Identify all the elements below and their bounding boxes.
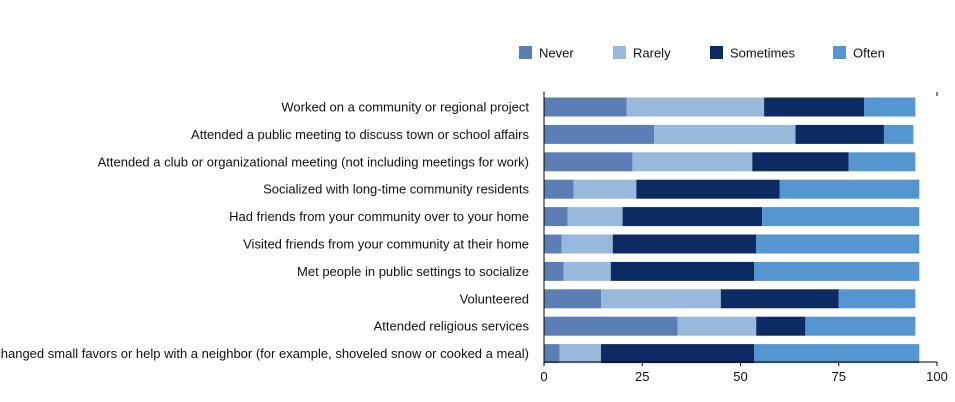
bar-segment-never	[544, 207, 568, 227]
bar-segment-often	[805, 316, 916, 336]
bar-segment-often	[756, 234, 920, 254]
bar-segment-rarely	[632, 152, 753, 172]
bar-segment-often	[838, 289, 916, 309]
bar-segment-sometimes	[720, 289, 839, 309]
bar-segment-sometimes	[600, 344, 755, 364]
legend-label-sometimes: Sometimes	[730, 46, 796, 61]
bar-segment-often	[864, 97, 916, 117]
legend-swatch-sometimes	[710, 46, 723, 59]
bar-segment-sometimes	[752, 152, 849, 172]
bar-segment-rarely	[563, 261, 611, 281]
bar-segment-often	[762, 207, 920, 227]
x-tick-label: 100	[926, 369, 948, 384]
bar-segment-sometimes	[795, 124, 884, 144]
category-label: Exchanged small favors or help with a ne…	[0, 346, 529, 361]
legend-label-often: Often	[853, 46, 885, 61]
bar-segment-rarely	[600, 289, 721, 309]
x-axis: 0 25 50 75 100	[540, 92, 948, 384]
bar-segment-sometimes	[764, 97, 865, 117]
bar-segment-never	[544, 344, 560, 364]
bar-segment-sometimes	[636, 179, 780, 199]
bar-segment-never	[544, 152, 633, 172]
bar-segment-never	[544, 289, 601, 309]
bar-segment-never	[544, 261, 564, 281]
bar-segment-rarely	[626, 97, 765, 117]
bar-segment-never	[544, 124, 655, 144]
category-label: Attended religious services	[374, 319, 530, 334]
bar-segment-rarely	[654, 124, 796, 144]
bar-segment-often	[779, 179, 920, 199]
x-tick-label: 25	[635, 369, 649, 384]
bar-segment-never	[544, 97, 627, 117]
category-label: Visited friends from your community at t…	[243, 237, 529, 252]
legend-label-rarely: Rarely	[633, 46, 671, 61]
category-label: Worked on a community or regional projec…	[281, 100, 529, 115]
category-label: Had friends from your community over to …	[229, 209, 529, 224]
bar-segment-never	[544, 316, 678, 336]
bars	[544, 97, 920, 364]
bar-segment-often	[883, 124, 914, 144]
x-tick-label: 50	[733, 369, 747, 384]
legend-swatch-never	[519, 46, 532, 59]
legend: Never Rarely Sometimes Often	[519, 46, 885, 61]
bar-segment-often	[754, 261, 920, 281]
bar-segment-rarely	[677, 316, 757, 336]
category-label: Met people in public settings to sociali…	[297, 264, 529, 279]
x-tick-label: 0	[540, 369, 547, 384]
category-label: Volunteered	[460, 291, 529, 306]
bar-segment-sometimes	[610, 261, 755, 281]
category-labels: Worked on a community or regional projec…	[0, 100, 529, 362]
legend-swatch-often	[833, 46, 846, 59]
bar-segment-rarely	[573, 179, 637, 199]
bar-segment-rarely	[559, 344, 601, 364]
bar-segment-sometimes	[756, 316, 806, 336]
category-label: Attended a club or organizational meetin…	[98, 154, 529, 169]
bar-segment-rarely	[567, 207, 623, 227]
bar-segment-never	[544, 179, 574, 199]
category-label: Socialized with long-time community resi…	[263, 182, 529, 197]
bar-segment-rarely	[561, 234, 613, 254]
bar-segment-often	[848, 152, 916, 172]
x-tick-label: 75	[832, 369, 846, 384]
bar-segment-often	[754, 344, 920, 364]
bar-segment-sometimes	[612, 234, 757, 254]
bar-segment-sometimes	[622, 207, 763, 227]
category-label: Attended a public meeting to discuss tow…	[191, 127, 529, 142]
bar-segment-never	[544, 234, 562, 254]
legend-label-never: Never	[539, 46, 574, 61]
legend-swatch-rarely	[613, 46, 626, 59]
